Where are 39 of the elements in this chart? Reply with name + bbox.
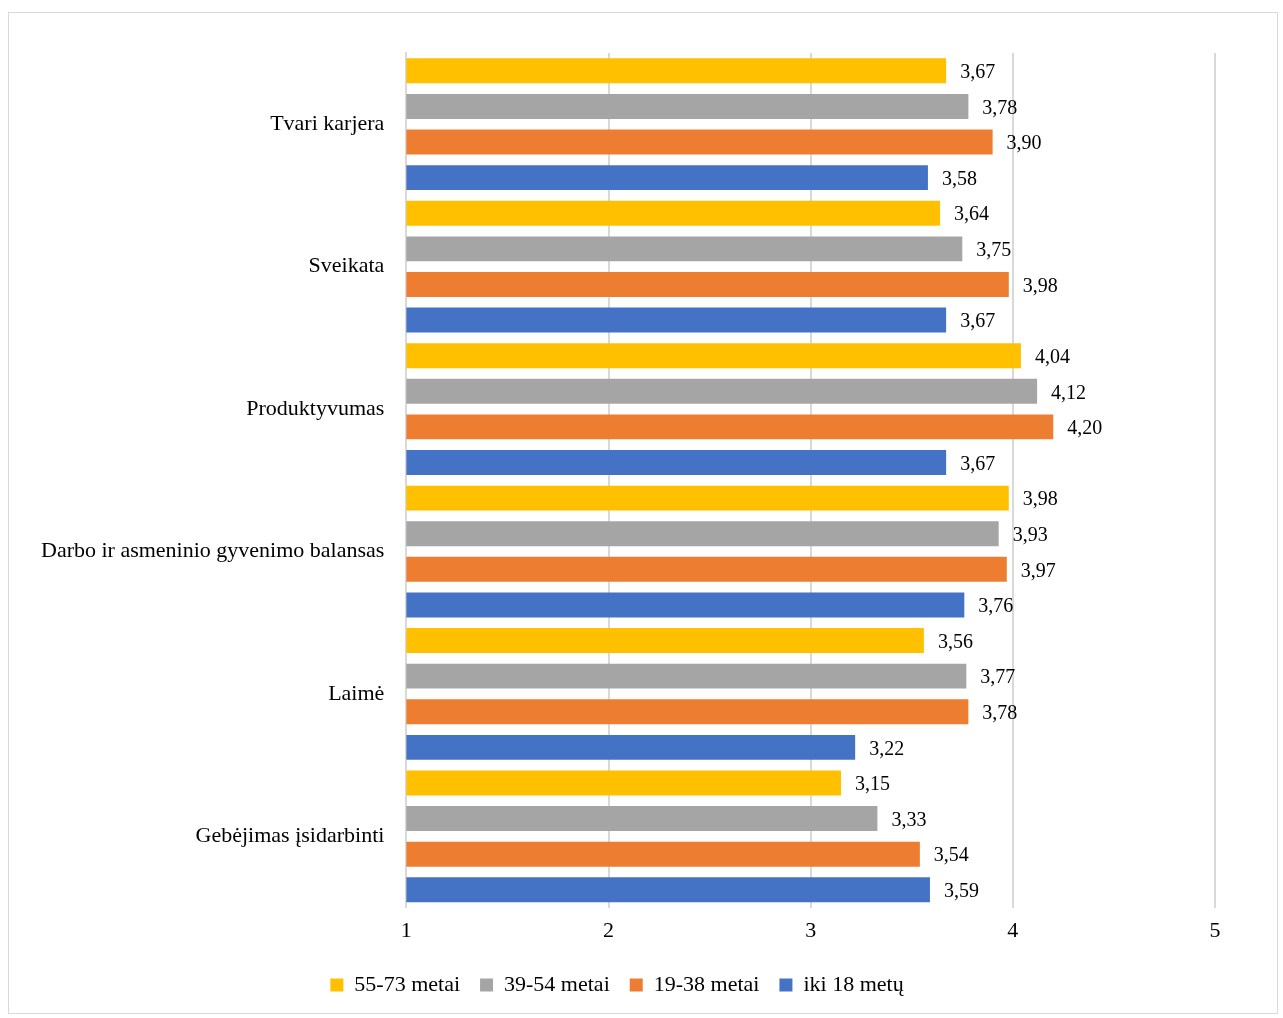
y-tick-label: Laimė [328,679,385,705]
data-label: 3,58 [941,166,977,189]
legend-label: 39-54 metai [504,970,610,996]
data-label: 3,67 [960,451,996,474]
y-tick-label: Gebėjimas įsidarbinti [195,822,385,848]
data-label: 3,33 [891,807,927,830]
data-label: 3,67 [960,60,996,83]
data-label: 3,22 [869,736,905,759]
data-label: 3,78 [982,95,1018,118]
x-tick-label: 1 [400,916,412,942]
data-label: 4,12 [1051,380,1087,403]
data-label: 3,64 [954,202,990,225]
data-label: 3,56 [937,629,973,652]
y-tick-label: Darbo ir asmeninio gyvenimo balansas [40,537,385,563]
x-tick-label: 3 [805,916,817,942]
data-label: 3,54 [933,843,969,866]
data-label: 3,78 [982,701,1018,723]
legend-label: 19-38 metai [653,970,760,996]
x-tick-label: 2 [603,916,615,942]
data-label: 3,98 [1022,487,1058,510]
legend-label: 55-73 metai [354,970,461,996]
data-label: 3,98 [1022,273,1058,296]
data-label: 3,75 [976,238,1012,261]
y-tick-label: Sveikata [308,252,385,278]
x-tick-label: 4 [1007,916,1019,942]
data-label: 3,93 [1012,522,1048,545]
data-label: 3,97 [1020,558,1056,581]
data-label: 3,67 [960,309,996,332]
legend-label: iki 18 metų [803,970,905,996]
data-label: 3,90 [1006,131,1042,154]
data-label: 3,77 [980,665,1016,688]
data-label: 4,04 [1034,344,1070,367]
y-tick-label: Produktyvumas [246,394,385,420]
y-tick-label: Tvari karjera [270,110,385,135]
data-label: 3,76 [978,594,1014,617]
data-label: 4,20 [1067,416,1103,439]
data-label: 3,15 [855,772,891,795]
x-tick-label: 5 [1209,916,1221,942]
data-label: 3,59 [943,879,979,902]
